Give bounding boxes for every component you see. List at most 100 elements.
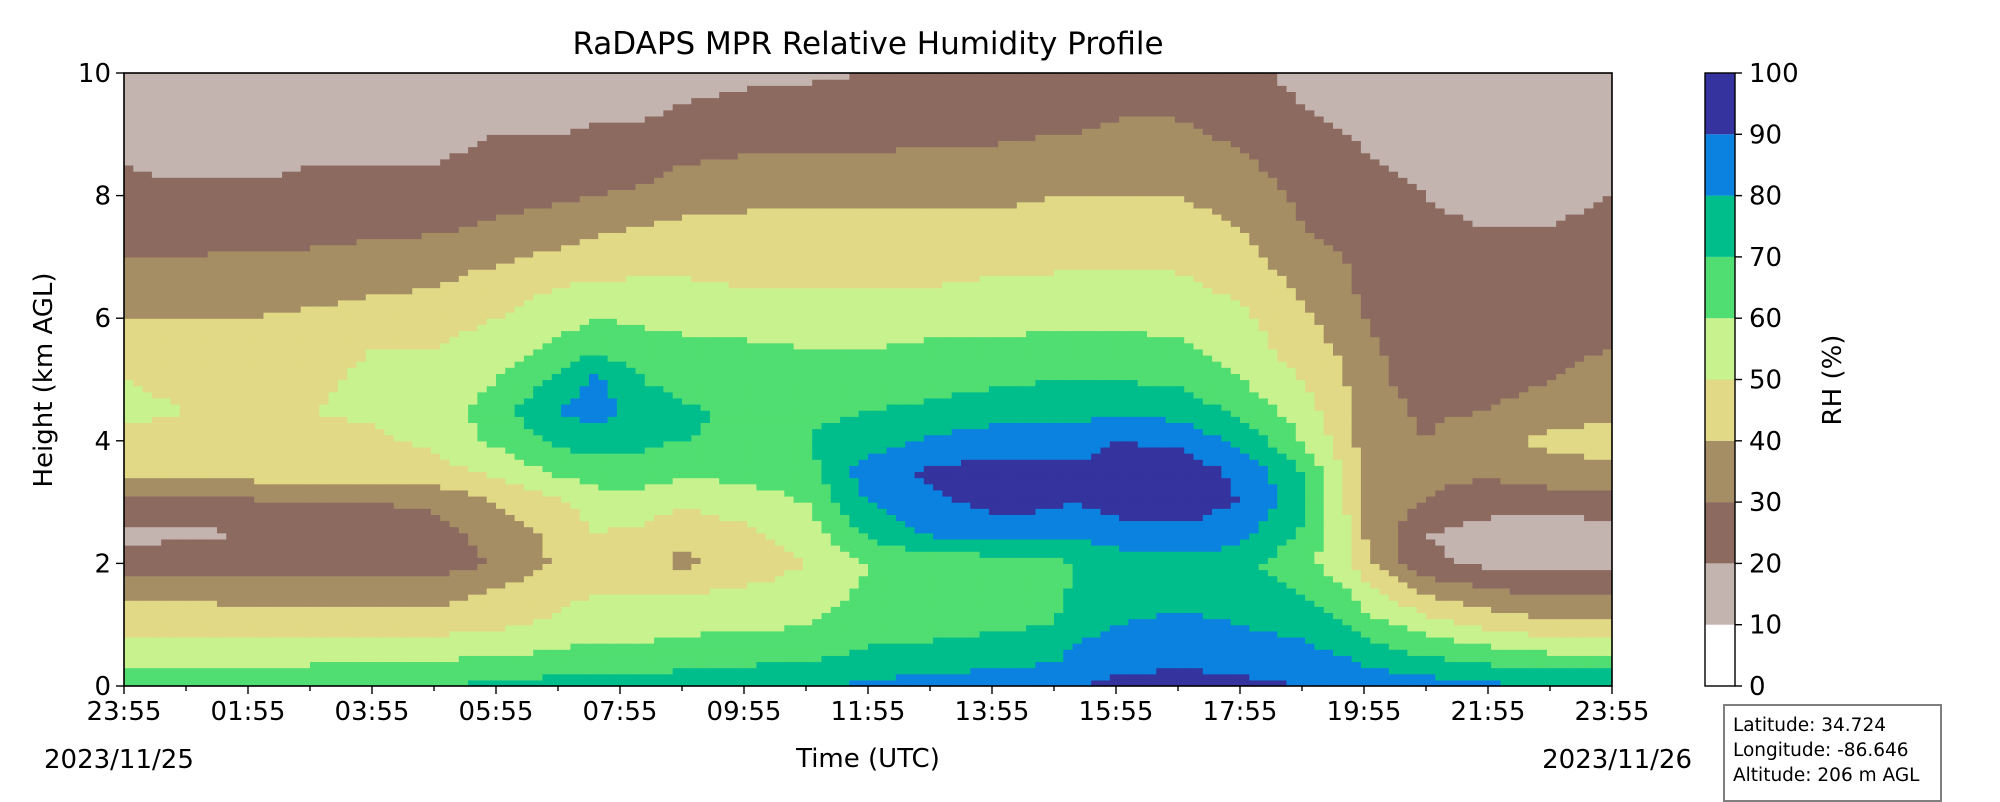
rh-cell — [189, 354, 199, 362]
rh-cell — [542, 189, 553, 197]
rh-cell — [579, 189, 590, 197]
rh-cell — [496, 299, 506, 307]
rh-cell — [347, 348, 358, 356]
rh-cell — [570, 269, 581, 276]
rh-cell — [291, 226, 302, 233]
rh-cell — [430, 275, 441, 283]
rh-cell — [226, 551, 237, 558]
rh-cell — [291, 569, 302, 577]
rh-cell — [263, 569, 274, 577]
rh-cell — [486, 612, 497, 620]
rh-cell — [235, 164, 246, 172]
rh-cell — [337, 520, 348, 528]
rh-cell — [217, 158, 227, 166]
rh-cell — [272, 128, 283, 135]
rh-cell — [310, 115, 320, 123]
rh-cell — [217, 538, 227, 546]
rh-cell — [263, 575, 274, 583]
rh-cell — [421, 563, 432, 571]
rh-cell — [468, 502, 478, 509]
rh-cell — [319, 318, 330, 325]
rh-cell — [133, 207, 144, 215]
rh-cell — [570, 428, 581, 436]
rh-cell — [319, 422, 330, 430]
rh-cell — [254, 434, 265, 442]
rh-cell — [514, 281, 525, 289]
rh-cell — [347, 581, 358, 589]
rh-cell — [244, 348, 255, 356]
rh-cell — [384, 140, 395, 148]
rh-cell — [272, 538, 283, 546]
rh-cell — [384, 152, 395, 160]
rh-cell — [263, 679, 274, 686]
rh-cell — [217, 545, 227, 552]
rh-cell — [477, 354, 488, 362]
rh-cell — [570, 649, 581, 656]
rh-cell — [458, 164, 469, 172]
rh-cell — [542, 502, 553, 509]
rh-cell — [263, 587, 274, 595]
rh-cell — [207, 581, 218, 589]
rh-cell — [551, 655, 562, 663]
rh-cell — [393, 97, 404, 105]
rh-cell — [272, 146, 283, 154]
rh-cell — [300, 655, 311, 663]
rh-cell — [375, 263, 385, 270]
rh-cell — [310, 330, 320, 338]
rh-cell — [375, 649, 385, 656]
rh-cell — [161, 489, 172, 497]
rh-cell — [458, 618, 469, 626]
rh-cell — [440, 287, 451, 295]
rh-cell — [551, 410, 562, 417]
rh-cell — [328, 275, 339, 283]
rh-cell — [496, 643, 506, 650]
rh-cell — [291, 643, 302, 650]
rh-cell — [207, 502, 218, 509]
rh-cell — [477, 312, 488, 319]
rh-cell — [356, 183, 367, 191]
rh-cell — [477, 661, 488, 669]
rh-cell — [189, 606, 199, 614]
rh-cell — [170, 612, 181, 620]
rh-cell — [421, 115, 432, 123]
rh-cell — [430, 477, 441, 485]
rh-cell — [142, 238, 153, 246]
rh-cell — [300, 545, 311, 552]
rh-cell — [412, 416, 423, 424]
rh-cell — [310, 667, 320, 675]
rh-cell — [570, 232, 581, 240]
rh-cell — [486, 440, 497, 448]
rh-cell — [133, 453, 144, 460]
rh-cell — [533, 618, 544, 626]
rh-cell — [272, 520, 283, 528]
rh-cell — [365, 312, 376, 319]
rh-cell — [272, 238, 283, 246]
rh-cell — [486, 91, 497, 99]
rh-cell — [198, 471, 209, 479]
rh-cell — [496, 661, 506, 669]
rh-cell — [430, 177, 441, 184]
rh-cell — [170, 606, 181, 614]
rh-cell — [337, 557, 348, 564]
rh-cell — [384, 128, 395, 135]
rh-cell — [337, 434, 348, 442]
rh-cell — [170, 158, 181, 166]
rh-cell — [272, 410, 283, 417]
rh-cell — [440, 103, 451, 111]
rh-cell — [207, 158, 218, 166]
rh-cell — [198, 385, 209, 393]
rh-cell — [151, 520, 162, 528]
rh-cell — [375, 244, 385, 252]
rh-cell — [170, 128, 181, 135]
rh-cell — [551, 465, 562, 473]
rh-cell — [207, 606, 218, 614]
rh-cell — [440, 532, 451, 540]
rh-cell — [430, 238, 441, 246]
rh-cell — [403, 115, 413, 123]
rh-cell — [198, 164, 209, 172]
rh-cell — [477, 428, 488, 436]
rh-cell — [384, 354, 395, 362]
rh-cell — [133, 495, 144, 503]
rh-cell — [570, 109, 581, 117]
rh-cell — [226, 636, 237, 644]
